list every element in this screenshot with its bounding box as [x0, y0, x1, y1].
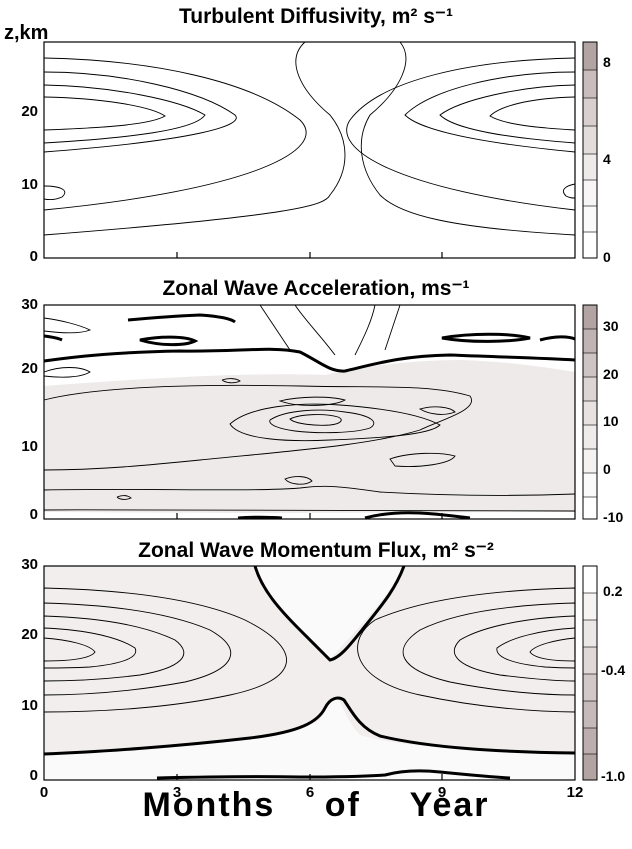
p2-blob-2: [278, 396, 347, 406]
panel2-title: Zonal Wave Acceleration, ms⁻¹: [162, 277, 470, 300]
p1-left-level4: [43, 96, 166, 131]
panel3-contours: [43, 565, 576, 780]
p2-upper-left-neg: [43, 317, 92, 334]
panel3-colorbar: [582, 565, 598, 781]
p1-left-level3: [43, 84, 206, 144]
p3-right-level2: [402, 602, 576, 696]
p1-center-contour-left: [43, 41, 346, 236]
p1-ytick: 10: [21, 176, 38, 193]
p3-cbtick: -1.0: [601, 768, 626, 784]
p2-upper-thick-3: [441, 332, 531, 343]
p3-right-level4: [496, 627, 576, 669]
p1-right-level2: [404, 71, 576, 153]
p2-zero-contour-main: [43, 347, 576, 373]
p2-ground-thick-1: [237, 515, 283, 520]
panel2-x-ticks: [176, 513, 443, 519]
p1-right-level1: [346, 57, 576, 211]
p2-cbtick: 0: [603, 461, 611, 477]
p3-zero-contour-ground: [156, 769, 511, 780]
p2-ytick: 10: [21, 438, 38, 455]
y-axis-label: z,km: [4, 22, 49, 44]
xtick: 6: [305, 784, 315, 801]
p1-left-level1: [43, 57, 307, 211]
p2-level3-a: [269, 409, 375, 434]
p2-upper-thick-left: [43, 334, 63, 342]
p3-ytick: 0: [29, 767, 38, 784]
x-axis-title: Months of Year: [142, 786, 490, 824]
p3-ytick: 30: [21, 556, 38, 573]
p2-cbtick: 20: [603, 366, 619, 382]
p2-upper-thick-4: [539, 335, 576, 342]
p2-ground-thick-2: [364, 511, 471, 520]
p1-small-right: [563, 183, 576, 199]
p3-right-level1: [357, 587, 576, 713]
p3-right-level3: [454, 615, 576, 682]
p3-right-level5: [529, 637, 576, 662]
p3-cbtick: -0.4: [601, 662, 626, 678]
p1-cbtick: 8: [603, 54, 611, 70]
p3-center-positive: [255, 566, 405, 660]
p1-ytick: 0: [29, 248, 38, 265]
p3-left-level1: [43, 587, 287, 713]
p2-upper-valley-left: [259, 304, 291, 351]
p1-right-level3: [439, 84, 576, 144]
p2-level2-a: [229, 403, 441, 442]
p1-ytick: 20: [21, 103, 38, 120]
p3-ytick: 20: [21, 626, 38, 643]
p2-upper-valley-left2: [294, 304, 336, 356]
p3-left-level5: [43, 637, 96, 662]
panel1-x-ticks: [176, 252, 443, 258]
p2-small-blob-left: [221, 378, 241, 384]
panel3-title: Zonal Wave Momentum Flux, m² s⁻²: [138, 539, 494, 562]
p3-zero-contour-upper: [253, 565, 406, 662]
p2-upper-thick-1: [127, 313, 236, 324]
p2-upper-thick-2: [139, 335, 199, 347]
p3-lower-positive: [44, 697, 575, 780]
p2-upper-valley-right2: [354, 304, 376, 356]
p2-cbtick: 30: [603, 318, 619, 334]
xtick: 12: [566, 784, 584, 801]
panel1-colorbar: [582, 41, 598, 259]
p2-ytick: 20: [21, 360, 38, 377]
p3-left-level2: [43, 602, 232, 696]
p2-blob-1: [389, 452, 456, 467]
p2-blob-3: [418, 406, 456, 415]
p2-small-blob-low: [116, 495, 132, 500]
p2-cbtick: 10: [603, 413, 619, 429]
p2-blob-4: [284, 476, 313, 485]
p3-left-level3: [43, 615, 185, 682]
p2-level1-a: [43, 384, 473, 471]
p1-right-level4: [489, 96, 576, 131]
p2-ytick: 30: [21, 296, 38, 313]
p1-left-level2: [43, 71, 237, 153]
panel2-colorbar: [582, 304, 598, 520]
p3-left-level4: [43, 627, 137, 669]
p2-upper-valley-right: [384, 304, 401, 351]
panel3-x-ticks: [176, 774, 443, 780]
p3-zero-contour-lower: [43, 696, 576, 756]
p2-upper-thin-left: [43, 367, 91, 378]
p3-ytick: 10: [21, 697, 38, 714]
p2-low-contour: [43, 485, 576, 496]
p1-cbtick: 0: [603, 249, 611, 265]
panel1-contours: [43, 41, 576, 236]
panel2-contours: [43, 304, 576, 520]
xtick: 3: [172, 784, 182, 801]
xtick: 9: [437, 784, 447, 801]
p3-cbtick: 0.2: [603, 583, 623, 599]
p1-small-left: [43, 185, 66, 201]
p1-cbtick: 4: [603, 151, 611, 167]
xtick: 0: [39, 784, 49, 801]
p2-ytick: 0: [29, 506, 38, 523]
p2-cbtick: -10: [603, 509, 624, 525]
p1-center-contour-right: [360, 41, 576, 236]
panel1-title: Turbulent Diffusivity, m² s⁻¹: [179, 5, 453, 28]
p2-lower-region: [44, 360, 575, 513]
p2-level4-a: [289, 414, 342, 426]
